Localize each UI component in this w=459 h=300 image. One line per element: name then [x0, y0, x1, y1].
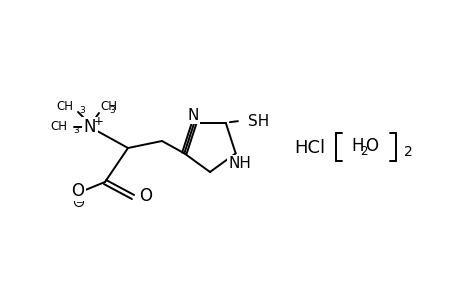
Text: 2: 2 [359, 145, 367, 158]
Text: O: O [139, 187, 151, 205]
Text: H: H [351, 137, 364, 155]
Text: O: O [365, 137, 378, 155]
Text: 2: 2 [403, 145, 412, 159]
Text: +: + [94, 115, 104, 128]
Text: −: − [75, 197, 83, 206]
Text: CH: CH [50, 119, 67, 133]
Text: HCl: HCl [294, 139, 325, 157]
Text: NH: NH [228, 156, 251, 171]
Text: 3: 3 [109, 106, 114, 115]
Text: N: N [84, 118, 96, 136]
Text: CH: CH [56, 100, 73, 112]
Text: CH: CH [100, 100, 117, 112]
Text: SH: SH [247, 114, 269, 129]
Text: 3: 3 [73, 125, 78, 134]
Text: O: O [71, 182, 84, 200]
Text: N: N [187, 108, 198, 123]
Text: 3: 3 [79, 106, 84, 115]
